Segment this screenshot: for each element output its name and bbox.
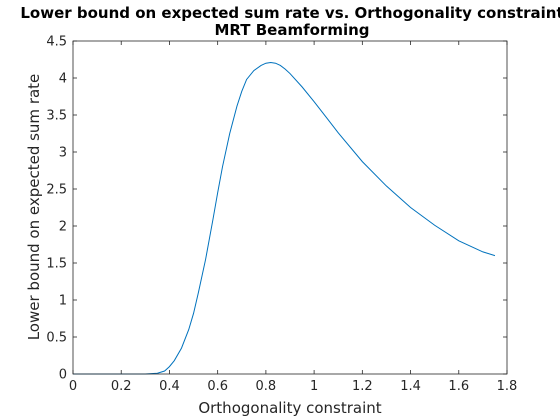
- x-tick-label: 0.2: [111, 379, 132, 394]
- x-tick-label: 0.4: [159, 379, 180, 394]
- plot-frame: [72, 40, 508, 375]
- chart-subtitle: MRT Beamforming: [214, 21, 369, 39]
- y-tick-label: 1: [59, 294, 67, 309]
- x-tick-label: 0.6: [207, 379, 228, 394]
- x-tick-label: 0: [69, 379, 77, 394]
- y-tick-label: 0.5: [46, 331, 67, 346]
- y-tick-label: 3: [59, 146, 67, 161]
- x-tick-label: 1: [310, 379, 318, 394]
- x-tick-label: 1.8: [497, 379, 518, 394]
- y-tick-label: 1.5: [46, 257, 67, 272]
- y-tick-label: 4: [59, 72, 67, 87]
- y-tick-label: 3.5: [46, 109, 67, 124]
- y-tick-label: 2.5: [46, 183, 67, 198]
- chart-title: Lower bound on expected sum rate vs. Ort…: [20, 4, 560, 22]
- y-tick-label: 2: [59, 220, 67, 235]
- x-tick-label: 0.8: [256, 379, 277, 394]
- x-axis-ticks: 0 0.2 0.4 0.6 0.8 1 1.2 1.4 1.6 1.8: [69, 41, 517, 394]
- x-tick-label: 1.2: [352, 379, 373, 394]
- y-tick-label: 0: [59, 368, 67, 383]
- y-tick-label: 4.5: [46, 35, 67, 50]
- series-line: [73, 61, 496, 375]
- x-axis-label: Orthogonality constraint: [198, 399, 381, 417]
- y-axis-ticks: 0 0.5 1 1.5 2 2.5 3 3.5 4 4.5: [46, 35, 507, 383]
- x-tick-label: 1.4: [400, 379, 421, 394]
- plot-area: [73, 41, 507, 374]
- x-tick-label: 1.6: [448, 379, 469, 394]
- y-axis-label: Lower bound on expected sum rate: [25, 74, 43, 341]
